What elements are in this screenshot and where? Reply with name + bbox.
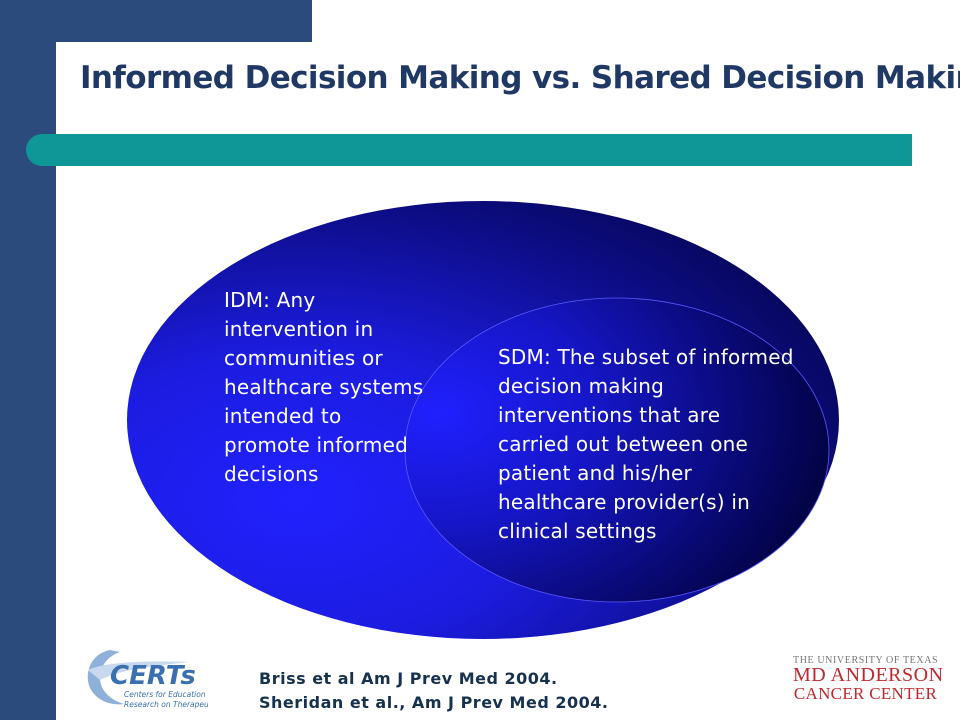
left-navy-band — [0, 0, 56, 720]
md-anderson-logo: THE UNIVERSITY OF TEXAS MD ANDERSON CANC… — [793, 655, 944, 703]
idm-definition: IDM: Any intervention in communities or … — [224, 288, 424, 486]
slide-title: Informed Decision Making vs. Shared Deci… — [80, 60, 960, 96]
citations: Briss et al Am J Prev Med 2004. Sheridan… — [259, 667, 608, 715]
certs-logo-subtitle-1: Centers for Education & — [124, 690, 208, 699]
teal-accent-bar — [26, 134, 912, 166]
citation-sheridan: Sheridan et al., Am J Prev Med 2004. — [259, 693, 609, 712]
certs-logo-subtitle-2: Research on Therapeutics — [124, 700, 208, 709]
sdm-ellipse — [404, 297, 830, 603]
certs-logo-wordmark: CERTs — [110, 661, 196, 691]
md-anderson-logo-line1: THE UNIVERSITY OF TEXAS — [793, 655, 939, 666]
citation-briss: Briss et al Am J Prev Med 2004. — [259, 669, 558, 688]
md-anderson-logo-line2: MD ANDERSON — [793, 664, 944, 686]
md-anderson-logo-line3: CANCER CENTER — [793, 684, 938, 703]
top-navy-band — [56, 0, 312, 42]
certs-logo: CERTs Centers for Education & Research o… — [80, 640, 208, 718]
sdm-definition: SDM: The subset of informed decision mak… — [498, 345, 794, 543]
